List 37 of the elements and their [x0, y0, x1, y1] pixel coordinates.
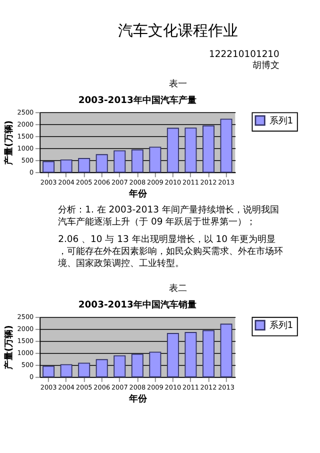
- bar: [131, 149, 144, 173]
- bar: [220, 324, 232, 378]
- bar: [114, 355, 126, 378]
- text: 表二: [168, 283, 187, 294]
- chart-title: 2003-2013年中国汽车销量: [78, 300, 196, 311]
- bar: [220, 118, 232, 173]
- bar: [202, 125, 214, 173]
- bar: [166, 128, 179, 173]
- bar: [60, 159, 72, 173]
- bar: [78, 158, 90, 173]
- bar: [131, 354, 144, 378]
- x-axis-title: 年份: [128, 188, 148, 200]
- bar: [42, 161, 55, 173]
- bar: [149, 146, 162, 173]
- text: 122210101210: [209, 48, 280, 60]
- bar: [184, 332, 197, 378]
- bar: [166, 333, 179, 378]
- text: 表一: [168, 78, 187, 90]
- chart-title: 2003-2013年中国汽车产量: [78, 94, 196, 106]
- bar: [114, 150, 126, 173]
- text: 分析：1. 在 2003-2013 年间产量持续增长，说明我国汽车产能逐渐上升（于 09 年跃居于世界第一）；: [58, 204, 279, 228]
- text: 2.06 、10 与 13 年出现明显增长，以 10 年更为明显，可能存在外在因素影响，如民众购买需求、外在市场环境、国家政策调控、工业转型。: [57, 234, 284, 270]
- x-axis-title: 年份: [128, 393, 148, 404]
- text: 胡博文: [252, 60, 280, 71]
- bar: [78, 362, 90, 378]
- bar: [184, 128, 197, 173]
- bar: [202, 330, 214, 378]
- bar: [96, 154, 108, 173]
- bar: [149, 352, 162, 378]
- legend-label: 系列1: [269, 115, 294, 126]
- text: 汽车文化课程作业: [118, 22, 238, 40]
- y-axis-title: 产量(万辆): [4, 120, 15, 166]
- bar: [96, 359, 108, 378]
- bar: [42, 366, 55, 378]
- y-axis-title: 产量(万辆): [4, 325, 15, 371]
- bar: [60, 364, 72, 378]
- legend-label: 系列1: [269, 320, 294, 331]
